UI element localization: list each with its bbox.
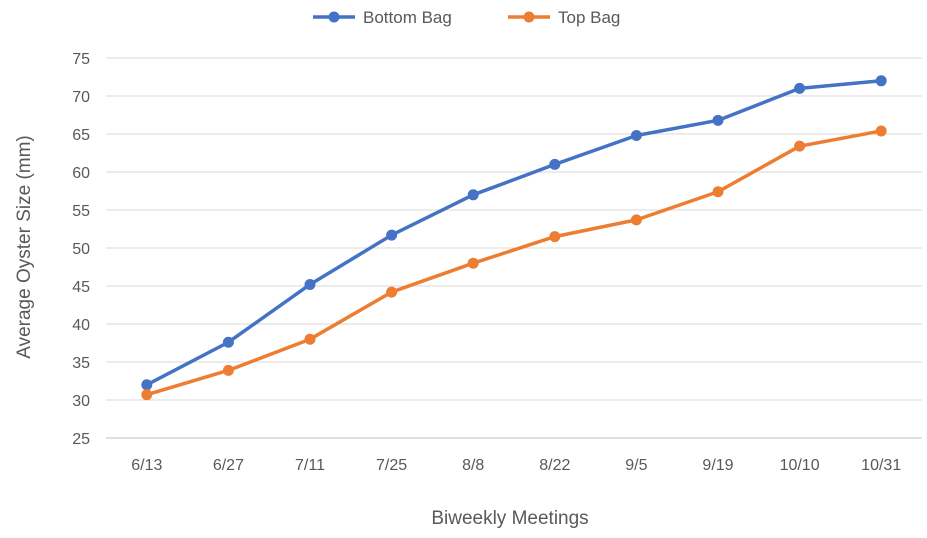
y-tick-label: 35 — [72, 355, 90, 372]
y-tick-label: 50 — [72, 241, 90, 258]
legend-swatch-marker — [523, 11, 535, 23]
y-tick-label: 40 — [72, 317, 90, 334]
y-tick-label: 60 — [72, 165, 90, 182]
x-tick-label: 6/27 — [213, 457, 244, 474]
y-axis-title: Average Oyster Size (mm) — [14, 135, 35, 358]
data-point — [794, 82, 806, 94]
data-point — [549, 158, 561, 170]
data-point — [549, 231, 561, 243]
legend-swatch-marker — [328, 11, 340, 23]
x-axis-title: Biweekly Meetings — [431, 508, 588, 529]
series-top-bag — [141, 125, 887, 401]
y-tick-label: 25 — [72, 431, 90, 448]
y-tick-label: 55 — [72, 203, 90, 220]
data-point — [875, 75, 887, 87]
legend-label: Top Bag — [558, 8, 620, 27]
x-tick-label: 7/25 — [376, 457, 407, 474]
y-axis-ticks: 25 30 35 40 45 50 55 60 65 70 75 — [72, 51, 90, 448]
series-line — [145, 79, 883, 387]
data-point — [386, 286, 398, 298]
legend-item-bottom-bag: Bottom Bag — [313, 8, 452, 27]
gridlines — [106, 57, 922, 439]
x-tick-label: 7/11 — [295, 457, 325, 474]
data-point — [630, 130, 642, 142]
y-tick-label: 30 — [72, 393, 90, 410]
y-tick-label: 45 — [72, 279, 90, 296]
data-point — [467, 257, 479, 269]
series-group — [141, 75, 887, 401]
data-point — [386, 229, 398, 241]
data-point — [222, 336, 234, 348]
x-tick-label: 6/13 — [131, 457, 162, 474]
data-point — [141, 379, 153, 391]
x-tick-label: 8/22 — [539, 457, 570, 474]
data-point — [304, 333, 316, 345]
legend: Bottom Bag Top Bag — [313, 8, 620, 27]
data-point — [630, 214, 642, 226]
x-tick-label: 10/10 — [780, 457, 820, 474]
y-tick-label: 75 — [72, 51, 90, 68]
data-point — [712, 186, 724, 198]
data-point — [222, 364, 234, 376]
data-point — [304, 278, 316, 290]
y-tick-label: 70 — [72, 89, 90, 106]
data-point — [794, 140, 806, 152]
x-tick-label: 8/8 — [462, 457, 484, 474]
y-tick-label: 65 — [72, 127, 90, 144]
series-bottom-bag — [141, 75, 887, 391]
x-tick-label: 9/5 — [625, 457, 647, 474]
x-axis-ticks: 6/13 6/27 7/11 7/25 8/8 8/22 9/5 9/19 10/10 10/31 — [131, 457, 901, 474]
x-tick-label: 10/31 — [861, 457, 901, 474]
legend-item-top-bag: Top Bag — [508, 8, 620, 27]
data-point — [467, 189, 479, 201]
data-point — [141, 389, 153, 401]
data-point — [875, 125, 887, 137]
series-line — [145, 129, 883, 397]
legend-label: Bottom Bag — [363, 8, 452, 27]
data-point — [712, 114, 724, 126]
x-tick-label: 9/19 — [702, 457, 733, 474]
